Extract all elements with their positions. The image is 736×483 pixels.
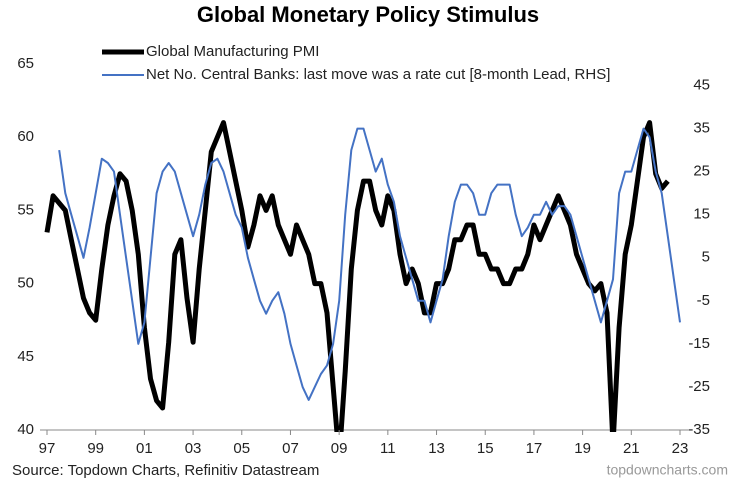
x-tick-label: 97 [39, 440, 56, 457]
series-line [58, 127, 681, 401]
y-tick-label: 45 [17, 348, 34, 365]
series-line [44, 120, 670, 432]
legend-label: Net No. Central Banks: last move was a r… [146, 66, 610, 83]
x-tick-label: 15 [477, 440, 494, 457]
y-tick-label: 55 [17, 201, 34, 218]
y2-tick-label: -35 [688, 421, 710, 438]
plot-area [44, 120, 681, 432]
y2-tick-label: -5 [697, 292, 710, 309]
x-tick-label: 05 [233, 440, 250, 457]
legend-label: Global Manufacturing PMI [146, 43, 319, 60]
y-tick-label: 40 [17, 421, 34, 438]
y-tick-label: 65 [17, 55, 34, 72]
x-tick-label: 03 [185, 440, 202, 457]
x-tick-label: 13 [428, 440, 445, 457]
x-tick-label: 23 [672, 440, 689, 457]
chart-title: Global Monetary Policy Stimulus [197, 2, 539, 27]
source: Source: Topdown Charts, Refinitiv Datast… [12, 462, 319, 479]
x-tick-label: 11 [380, 440, 396, 457]
y2-tick-label: 45 [693, 76, 710, 93]
y2-tick-label: -15 [688, 335, 710, 352]
y2-tick-label: 15 [693, 206, 710, 223]
watermark: topdowncharts.com [607, 462, 728, 478]
y2-tick-label: 5 [702, 249, 710, 266]
x-tick-label: 01 [136, 440, 153, 457]
y2-tick-label: 35 [693, 120, 710, 137]
y-tick-label: 50 [17, 275, 34, 292]
x-tick-label: 99 [87, 440, 104, 457]
x-tick-label: 07 [282, 440, 299, 457]
x-tick-label: 09 [331, 440, 348, 457]
x-tick-label: 19 [574, 440, 591, 457]
y2-tick-label: -25 [688, 378, 710, 395]
x-tick-label: 17 [526, 440, 543, 457]
x-tick-label: 21 [623, 440, 640, 457]
y-tick-label: 60 [17, 128, 34, 145]
y2-tick-label: 25 [693, 163, 710, 180]
